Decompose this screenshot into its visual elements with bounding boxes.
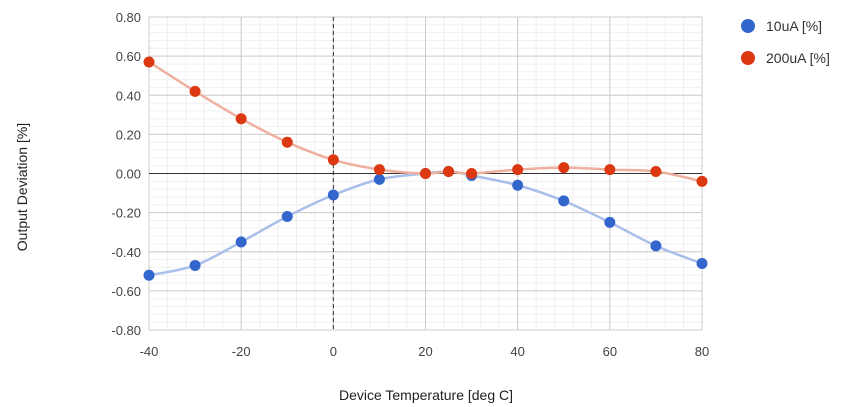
y-axis-tick-labels: 0.80 0.60 0.40 0.20 0.00 -0.20 -0.40 -0.60 -0.80: [111, 10, 141, 338]
data-point-series-0: [604, 216, 616, 228]
data-point-series-0: [281, 211, 293, 223]
x-tick-label: 0: [330, 344, 337, 359]
data-point-series-1: [558, 162, 570, 174]
legend-label-10ua: 10uA [%]: [766, 18, 822, 34]
x-tick-label: 60: [603, 344, 617, 359]
data-point-series-1: [443, 166, 455, 178]
data-point-series-1: [466, 168, 478, 179]
data-point-series-0: [558, 195, 570, 207]
data-point-series-1: [604, 164, 616, 176]
y-tick-label: -0.40: [111, 245, 141, 260]
x-tick-label: 20: [418, 344, 432, 359]
data-point-series-1: [327, 154, 339, 166]
y-tick-label: 0.20: [116, 127, 141, 142]
data-point-series-0: [143, 269, 155, 281]
data-point-series-1: [512, 164, 524, 176]
data-point-series-0: [327, 189, 339, 201]
data-point-series-1: [650, 166, 662, 178]
data-point-series-0: [235, 236, 247, 248]
y-tick-label: 0.80: [116, 10, 141, 25]
data-point-series-1: [189, 85, 201, 97]
data-point-series-1: [373, 164, 385, 176]
data-point-series-1: [420, 168, 431, 179]
data-point-series-0: [512, 179, 524, 191]
y-tick-label: -0.60: [111, 284, 141, 299]
data-point-series-0: [189, 259, 201, 271]
legend-label-200ua: 200uA [%]: [766, 50, 830, 66]
y-tick-label: -0.80: [111, 323, 141, 338]
x-tick-label: 40: [510, 344, 524, 359]
x-axis-title: Device Temperature [deg C]: [339, 387, 513, 403]
y-tick-label: 0.00: [116, 167, 141, 182]
data-point-series-1: [143, 56, 155, 68]
data-point-series-0: [650, 240, 662, 252]
y-tick-label: 0.40: [116, 88, 141, 103]
data-point-series-0: [373, 173, 385, 185]
legend-marker-200ua: [741, 51, 755, 65]
y-tick-label: 0.60: [116, 49, 141, 64]
data-point-series-1: [696, 175, 708, 187]
x-tick-label: -40: [140, 344, 159, 359]
data-point-series-1: [281, 136, 293, 148]
y-tick-label: -0.20: [111, 206, 141, 221]
legend-marker-10ua: [741, 19, 755, 33]
data-point-series-0: [696, 257, 708, 269]
y-axis-title: Output Deviation [%]: [14, 123, 30, 251]
x-tick-label: 80: [695, 344, 709, 359]
series-points: [143, 56, 708, 281]
x-axis-tick-labels: -40 -20 0 20 40 60 80: [140, 344, 710, 359]
x-tick-label: -20: [232, 344, 251, 359]
legend: 10uA [%] 200uA [%]: [741, 18, 830, 66]
data-point-series-1: [235, 113, 247, 125]
